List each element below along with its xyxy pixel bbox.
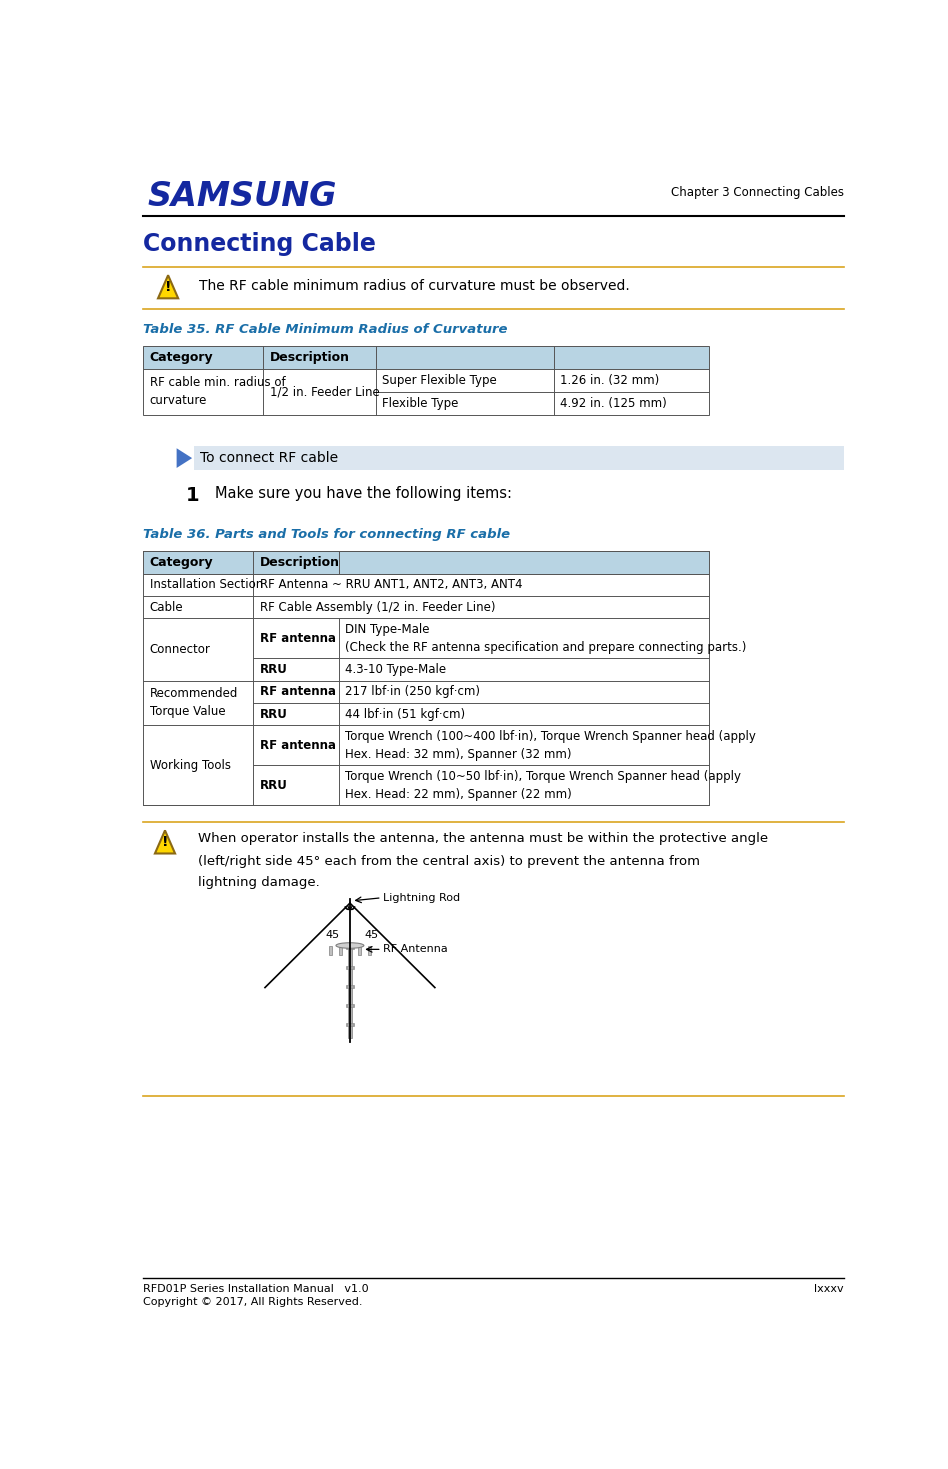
Text: RRU: RRU (260, 663, 287, 676)
Text: RRU: RRU (260, 779, 287, 792)
Text: Recommended
Torque Value: Recommended Torque Value (150, 687, 238, 718)
Bar (143, 551, 709, 805)
Text: When operator installs the antenna, the antenna must be within the protective an: When operator installs the antenna, the … (197, 831, 768, 845)
Text: RFD01P Series Installation Manual   v1.0: RFD01P Series Installation Manual v1.0 (143, 1284, 369, 1294)
Bar (346, 965, 354, 968)
Text: Make sure you have the following items:: Make sure you have the following items: (214, 486, 512, 501)
Text: RF Cable Assembly (1/2 in. Feeder Line): RF Cable Assembly (1/2 in. Feeder Line) (260, 601, 495, 614)
Text: !: ! (162, 836, 168, 849)
Text: 45: 45 (326, 930, 340, 940)
Text: RF antenna: RF antenna (260, 686, 336, 698)
Text: Torque Wrench (10~50 lbf·in), Torque Wrench Spanner head (apply
Hex. Head: 22 mm: Torque Wrench (10~50 lbf·in), Torque Wre… (345, 770, 740, 801)
Text: Table 35. RF Cable Minimum Radius of Curvature: Table 35. RF Cable Minimum Radius of Cur… (143, 323, 508, 335)
Text: To connect RF cable: To connect RF cable (200, 451, 338, 466)
Text: RF Antenna: RF Antenna (383, 945, 448, 955)
Bar (346, 1003, 354, 1008)
Bar (348, 946, 352, 1039)
Bar (193, 445, 844, 470)
Bar (143, 345, 709, 414)
Text: Flexible Type: Flexible Type (382, 397, 459, 410)
Text: Cable: Cable (150, 601, 183, 614)
Text: RF antenna: RF antenna (260, 632, 336, 645)
Text: 4.92 in. (125 mm): 4.92 in. (125 mm) (560, 397, 667, 410)
Text: 45: 45 (365, 930, 378, 940)
Text: Super Flexible Type: Super Flexible Type (382, 373, 497, 386)
Bar (143, 345, 709, 369)
Text: lightning damage.: lightning damage. (197, 876, 319, 889)
Text: Lightning Rod: Lightning Rod (383, 893, 461, 903)
Text: (left/right side 45° each from the central axis) to prevent the antenna from: (left/right side 45° each from the centr… (197, 855, 700, 868)
Text: RF cable min. radius of
curvature: RF cable min. radius of curvature (150, 376, 285, 407)
Text: 44 lbf·in (51 kgf·cm): 44 lbf·in (51 kgf·cm) (345, 708, 465, 721)
Text: 4.3-10 Type-Male: 4.3-10 Type-Male (345, 663, 446, 676)
Text: Installation Section: Installation Section (150, 579, 263, 591)
Text: lxxxv: lxxxv (814, 1284, 844, 1294)
Text: Connector: Connector (150, 643, 210, 657)
Bar (329, 946, 332, 955)
Polygon shape (158, 275, 178, 298)
Text: Table 36. Parts and Tools for connecting RF cable: Table 36. Parts and Tools for connecting… (143, 529, 510, 541)
Text: Copyright © 2017, All Rights Reserved.: Copyright © 2017, All Rights Reserved. (143, 1297, 363, 1306)
Text: 217 lbf·in (250 kgf·cm): 217 lbf·in (250 kgf·cm) (345, 686, 480, 698)
Text: SAMSUNG: SAMSUNG (147, 181, 337, 213)
Bar (346, 946, 354, 949)
Text: Category: Category (150, 555, 213, 569)
Text: DIN Type-Male
(Check the RF antenna specification and prepare connecting parts.): DIN Type-Male (Check the RF antenna spec… (345, 623, 746, 654)
Text: RF Antenna ~ RRU ANT1, ANT2, ANT3, ANT4: RF Antenna ~ RRU ANT1, ANT2, ANT3, ANT4 (260, 579, 522, 591)
Text: !: ! (165, 281, 172, 294)
Text: RRU: RRU (260, 708, 287, 721)
Text: The RF cable minimum radius of curvature must be observed.: The RF cable minimum radius of curvature… (199, 279, 629, 294)
Text: Working Tools: Working Tools (150, 759, 230, 771)
Polygon shape (155, 830, 175, 853)
Ellipse shape (336, 943, 364, 949)
Text: Torque Wrench (100~400 lbf·in), Torque Wrench Spanner head (apply
Hex. Head: 32 : Torque Wrench (100~400 lbf·in), Torque W… (345, 730, 756, 761)
Text: 1.26 in. (32 mm): 1.26 in. (32 mm) (560, 373, 660, 386)
Bar (339, 946, 342, 955)
Polygon shape (176, 448, 192, 469)
Bar (143, 551, 709, 573)
Bar (346, 1024, 354, 1027)
Text: Connecting Cable: Connecting Cable (143, 232, 376, 256)
Text: 1/2 in. Feeder Line: 1/2 in. Feeder Line (269, 385, 379, 398)
Text: 1: 1 (186, 486, 199, 505)
Bar (357, 946, 361, 955)
Text: Description: Description (260, 555, 339, 569)
Bar (346, 984, 354, 987)
Text: Description: Description (269, 351, 350, 364)
Text: RF antenna: RF antenna (260, 739, 336, 752)
Text: Category: Category (150, 351, 213, 364)
Bar (368, 946, 371, 955)
Text: Chapter 3 Connecting Cables: Chapter 3 Connecting Cables (671, 185, 844, 198)
